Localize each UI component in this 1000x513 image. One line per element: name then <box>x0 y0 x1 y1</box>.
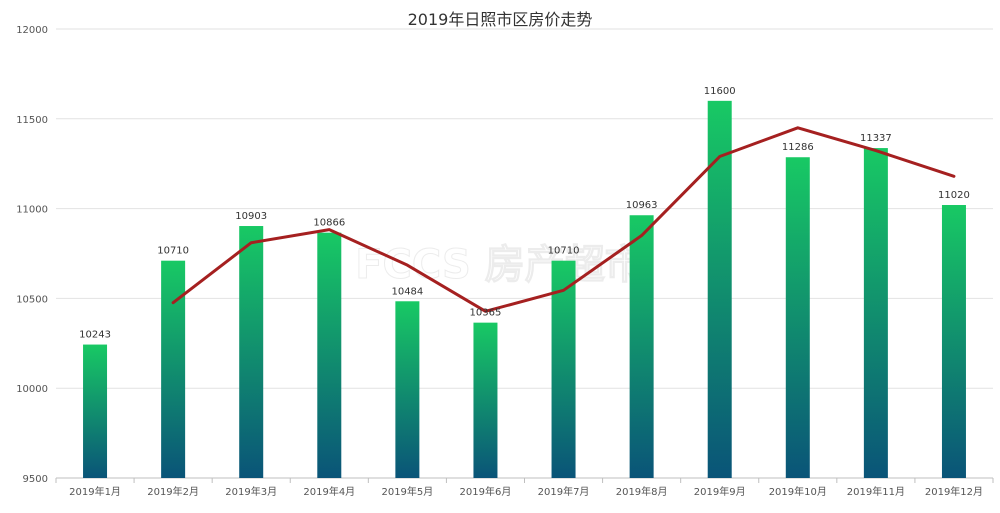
bar <box>785 157 810 478</box>
data-label: 11600 <box>704 86 736 97</box>
y-tick-label: 11000 <box>16 205 48 216</box>
data-labels: 10243 10710 10903 10866 10484 10365 10710 10963… <box>79 86 970 341</box>
data-label: 11337 <box>860 133 892 144</box>
data-label: 10365 <box>470 308 502 319</box>
watermark-text: FCCS 房产超市 <box>355 242 645 288</box>
bar <box>317 232 342 478</box>
x-tick-label: 2019年1月 <box>69 485 121 498</box>
y-tick-label: 10000 <box>16 384 48 395</box>
y-tick-label: 11500 <box>16 115 48 126</box>
bars <box>83 100 966 479</box>
x-axis-ticks: 2019年1月 2019年2月 2019年3月 2019年4月 2019年5月 2019年… <box>69 485 983 498</box>
bar <box>551 260 576 478</box>
x-tick-label: 2019年3月 <box>225 485 277 498</box>
y-tick-label: 12000 <box>16 25 48 36</box>
bar <box>863 148 888 478</box>
x-tick-label: 2019年4月 <box>303 485 355 498</box>
trend-line-path <box>171 126 956 313</box>
data-label: 10963 <box>626 200 658 211</box>
x-tick-label: 2019年12月 <box>925 485 983 498</box>
grid-lines <box>55 28 994 483</box>
data-label: 10903 <box>235 211 267 222</box>
x-tick-label: 2019年7月 <box>538 485 590 498</box>
y-axis-ticks: 9500 10000 10500 11000 11500 12000 <box>16 25 48 485</box>
chart-title: 2019年日照市区房价走势 <box>407 10 593 29</box>
trend-line <box>171 126 956 313</box>
data-label: 10243 <box>79 330 111 341</box>
bar <box>941 205 966 478</box>
data-label: 10710 <box>157 246 189 257</box>
x-tick-label: 2019年2月 <box>147 485 199 498</box>
bar <box>161 260 186 478</box>
y-tick-label: 10500 <box>16 294 48 305</box>
x-tick-label: 2019年10月 <box>769 485 827 498</box>
x-tick-label: 2019年5月 <box>381 485 433 498</box>
bar <box>239 226 264 478</box>
bar <box>629 215 654 479</box>
bar <box>473 322 498 478</box>
data-label: 10866 <box>313 218 345 229</box>
data-label: 11286 <box>782 142 814 153</box>
y-tick-label: 9500 <box>23 474 48 485</box>
data-label: 10710 <box>548 246 580 257</box>
x-tick-label: 2019年9月 <box>694 485 746 498</box>
x-tick-label: 2019年11月 <box>847 485 905 498</box>
watermark: FCCS 房产超市 <box>355 242 646 289</box>
x-tick-label: 2019年8月 <box>616 485 668 498</box>
data-label: 10484 <box>391 286 423 297</box>
data-label: 11020 <box>938 190 970 201</box>
bar <box>83 344 108 478</box>
bar <box>395 301 420 478</box>
x-tick-label: 2019年6月 <box>460 485 512 498</box>
